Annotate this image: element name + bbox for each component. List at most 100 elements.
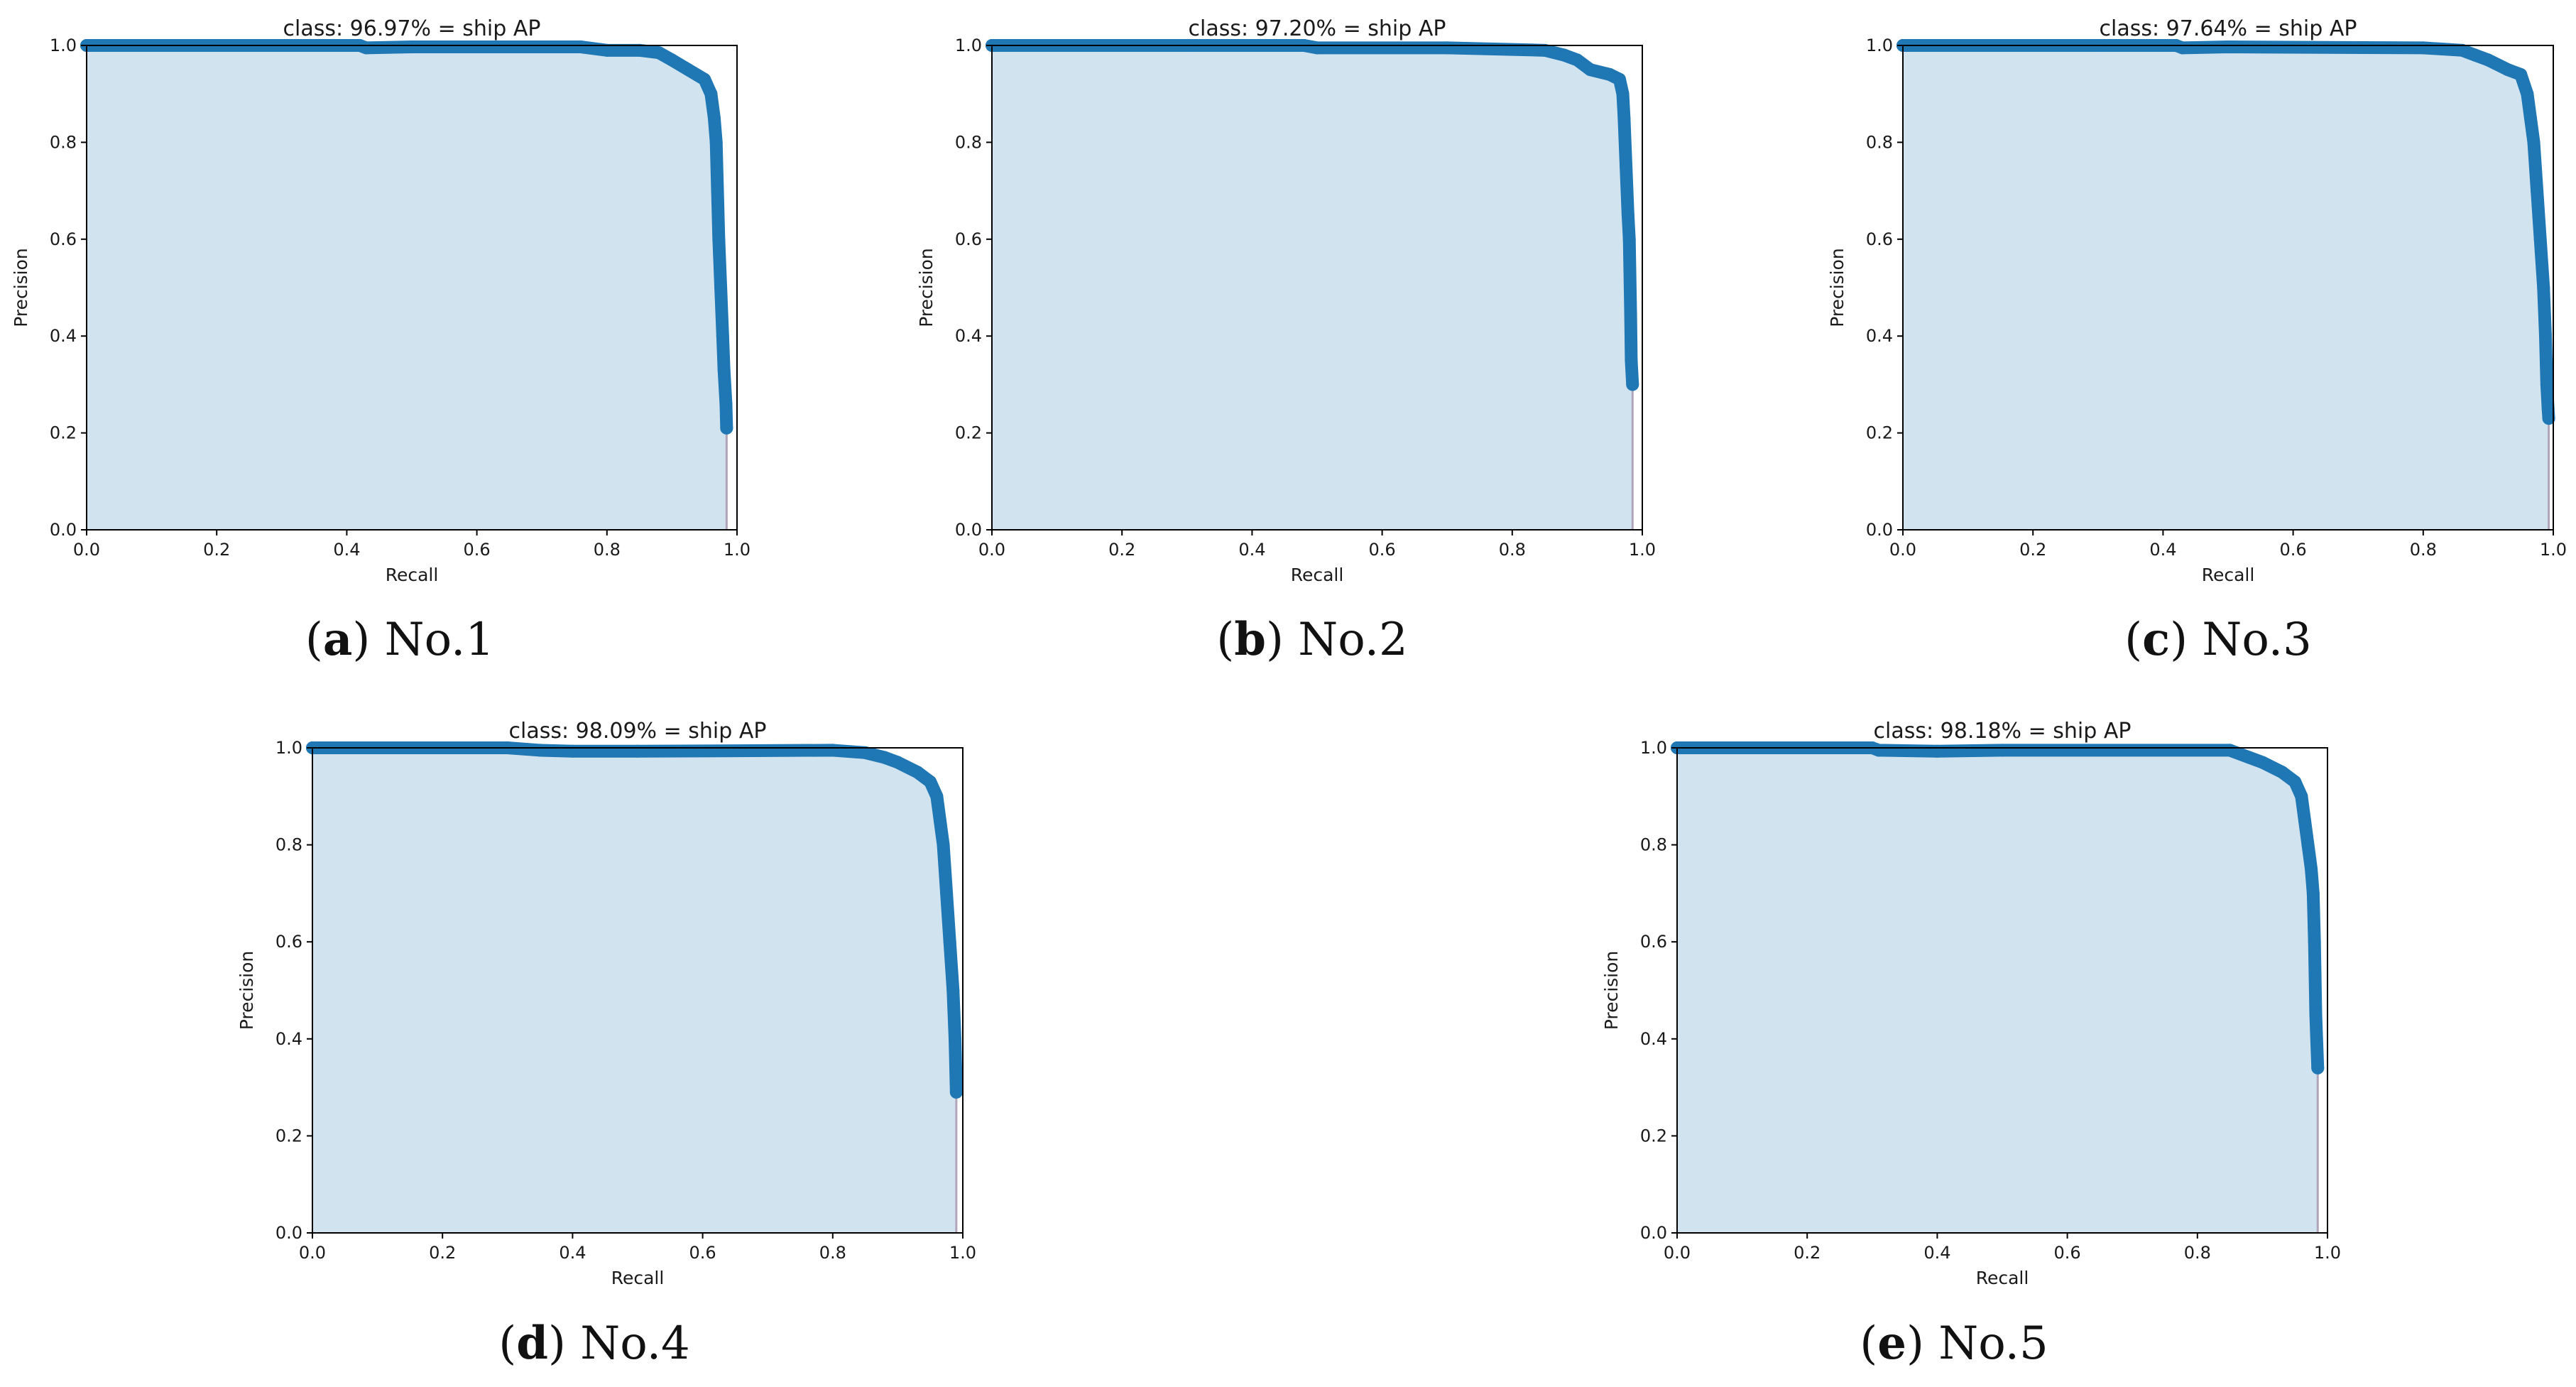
pr-point-2 bbox=[1872, 744, 1885, 757]
x-tick-label: 0.4 bbox=[1238, 540, 1265, 560]
pr-point-7 bbox=[2469, 48, 2482, 62]
pr-point-11 bbox=[2521, 87, 2534, 101]
pr-point-11 bbox=[2298, 814, 2311, 827]
x-tick-label: 1.0 bbox=[724, 540, 751, 560]
pr-point-14 bbox=[940, 886, 954, 900]
pr-point-18 bbox=[949, 1085, 963, 1099]
pr-point-12 bbox=[2523, 111, 2537, 125]
y-tick-label: 1.0 bbox=[955, 36, 982, 55]
pr-point-6 bbox=[858, 746, 872, 759]
pr-point-18 bbox=[1626, 378, 1639, 391]
y-tick-label: 0.4 bbox=[955, 326, 982, 346]
pr-point-7 bbox=[878, 751, 892, 764]
chart-title: class: 97.64% = ship AP bbox=[2100, 16, 2357, 41]
panel-caption: (a) No.1 bbox=[305, 613, 494, 666]
pr-point-9 bbox=[2288, 775, 2302, 788]
caption-name: No.1 bbox=[385, 614, 494, 666]
y-tick-label: 0.2 bbox=[50, 423, 77, 443]
pr-point-5 bbox=[2416, 41, 2430, 55]
pr-point-12 bbox=[2301, 838, 2315, 852]
y-tick-label: 0.2 bbox=[1866, 423, 1893, 443]
y-axis-label: Precision bbox=[11, 248, 31, 327]
x-axis-label: Recall bbox=[611, 1268, 665, 1288]
pr-point-3 bbox=[1311, 41, 1324, 55]
caption-letter: b bbox=[1234, 613, 1266, 666]
x-tick-label: 0.2 bbox=[429, 1243, 456, 1263]
pr-point-12 bbox=[1617, 111, 1631, 125]
y-tick-label: 0.0 bbox=[1640, 1223, 1667, 1243]
pr-point-11 bbox=[698, 72, 711, 86]
x-tick-label: 0.6 bbox=[2280, 540, 2307, 560]
pr-point-14 bbox=[709, 136, 723, 149]
x-tick-label: 0.8 bbox=[2184, 1243, 2211, 1263]
pr-point-5 bbox=[574, 40, 588, 54]
panel-caption: (d) No.4 bbox=[498, 1317, 690, 1370]
area-fill bbox=[87, 45, 727, 530]
pr-point-13 bbox=[2305, 862, 2318, 876]
pr-point-16 bbox=[946, 984, 960, 997]
x-tick-label: 0.4 bbox=[2149, 540, 2176, 560]
x-axis-label: Recall bbox=[1976, 1268, 2029, 1288]
caption-letter: c bbox=[2142, 613, 2170, 666]
pr-point-5 bbox=[2223, 744, 2237, 757]
y-tick-label: 0.4 bbox=[50, 326, 77, 346]
panel-caption: (c) No.3 bbox=[2124, 613, 2312, 666]
pr-point-14 bbox=[2531, 184, 2544, 197]
chart-title: class: 96.97% = ship AP bbox=[283, 16, 541, 41]
pr-curve-line bbox=[1671, 741, 2325, 1075]
y-tick-label: 0.8 bbox=[275, 835, 302, 855]
x-tick-label: 0.0 bbox=[73, 540, 100, 560]
caption-name: No.4 bbox=[580, 1317, 689, 1370]
axes-frame bbox=[1676, 747, 2328, 1234]
y-axis-label: Precision bbox=[236, 951, 257, 1030]
axes-frame bbox=[86, 45, 738, 531]
pr-point-5 bbox=[826, 744, 839, 757]
y-tick-label: 0.8 bbox=[50, 132, 77, 152]
x-tick-label: 0.8 bbox=[819, 1243, 846, 1263]
panel-caption: (e) No.5 bbox=[1860, 1317, 2048, 1370]
pr-point-10 bbox=[2295, 790, 2308, 803]
caption-letter: e bbox=[1877, 1317, 1906, 1370]
pr-point-19 bbox=[717, 363, 731, 376]
pr-point-14 bbox=[2306, 886, 2320, 900]
y-tick-label: 0.8 bbox=[1866, 132, 1893, 152]
pr-point-21 bbox=[720, 421, 733, 435]
pr-point-16 bbox=[712, 232, 726, 246]
caption-name: No.5 bbox=[1938, 1317, 2048, 1370]
x-tick-label: 0.2 bbox=[203, 540, 230, 560]
pr-point-15 bbox=[943, 935, 956, 949]
x-tick-label: 0.4 bbox=[1923, 1243, 1950, 1263]
pr-point-13 bbox=[707, 111, 721, 125]
area-fill bbox=[1677, 748, 2318, 1233]
area-fill bbox=[992, 45, 1633, 530]
pr-point-11 bbox=[1616, 87, 1630, 101]
pr-point-8 bbox=[2482, 53, 2495, 67]
y-axis-label: Precision bbox=[916, 248, 937, 327]
pr-point-11 bbox=[930, 790, 944, 803]
chart-title: class: 98.18% = ship AP bbox=[1874, 719, 2132, 744]
y-tick-label: 0.6 bbox=[275, 932, 302, 952]
pr-point-4 bbox=[1441, 41, 1454, 55]
pr-point-3 bbox=[2176, 41, 2189, 55]
pr-point-4 bbox=[2222, 40, 2234, 54]
y-tick-label: 0.0 bbox=[1866, 520, 1893, 540]
y-tick-label: 0.8 bbox=[955, 132, 982, 152]
pr-point-9 bbox=[910, 766, 924, 779]
pr-point-20 bbox=[2542, 412, 2555, 425]
pr-point-10 bbox=[682, 63, 695, 77]
pr-point-16 bbox=[1624, 305, 1637, 319]
pr-point-17 bbox=[2539, 330, 2553, 343]
chart-panel-e: 0.0 0.2 0.4 0.6 0.8 1.0 0.0 0.2 0.4 0.6 0.8 1.0 clas… bbox=[1601, 719, 2341, 1370]
x-axis-label: Recall bbox=[1291, 565, 1344, 585]
x-axis-label: Recall bbox=[386, 565, 439, 585]
pr-point-4 bbox=[1996, 744, 2009, 757]
y-tick-label: 0.2 bbox=[1640, 1126, 1667, 1146]
pr-point-3 bbox=[359, 41, 373, 55]
pr-point-20 bbox=[719, 397, 733, 410]
pr-point-13 bbox=[937, 838, 950, 852]
pr-point-9 bbox=[1603, 67, 1617, 81]
pr-point-4 bbox=[631, 744, 644, 758]
axes-frame bbox=[991, 45, 1643, 531]
pr-point-10 bbox=[1612, 72, 1626, 86]
